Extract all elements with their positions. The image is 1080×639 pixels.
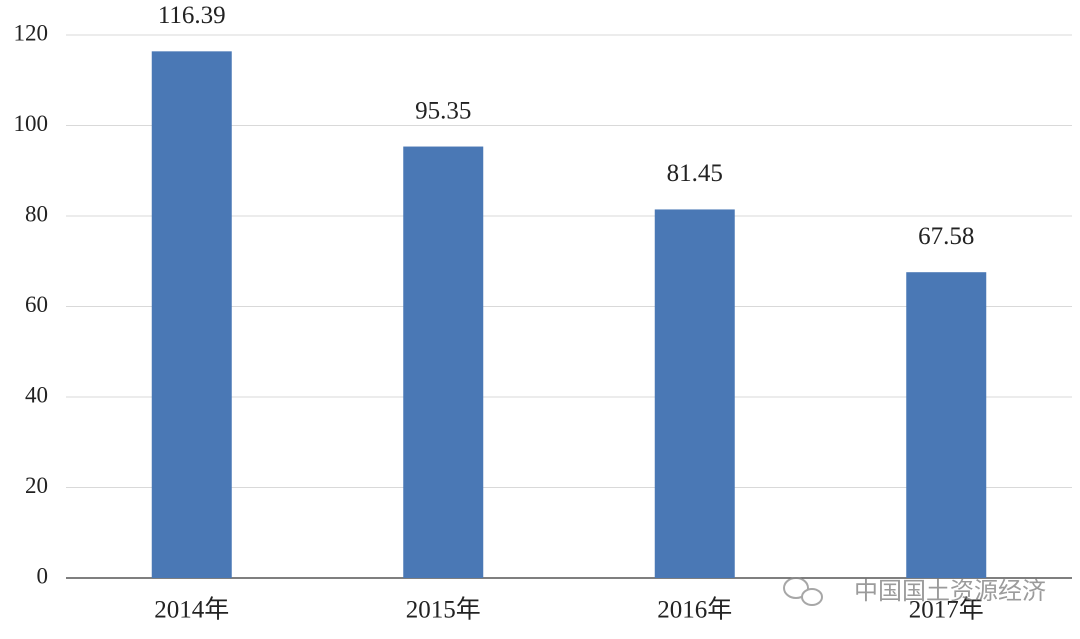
data-label: 67.58 <box>918 223 974 250</box>
watermark-text: 中国国土资源经济 <box>854 577 1046 605</box>
x-tick-label: 2015年 <box>406 596 481 624</box>
bar <box>403 146 484 578</box>
y-tick-label: 100 <box>14 111 49 136</box>
bar <box>151 51 232 578</box>
y-tick-label: 20 <box>25 473 48 498</box>
watermark: 中国国土资源经济 <box>783 577 1046 606</box>
x-tick-label: 2016年 <box>657 596 732 624</box>
data-label: 81.45 <box>667 160 723 187</box>
y-tick-label: 120 <box>14 20 49 45</box>
bar <box>906 272 987 578</box>
x-tick-label: 2017年 <box>909 596 984 624</box>
bar <box>654 209 735 578</box>
data-label: 116.39 <box>158 2 226 29</box>
y-tick-label: 40 <box>25 382 48 407</box>
watermark-icon <box>783 577 809 599</box>
plot: 0 20 40 60 80 100 120 2014年 116.39 2015年 95.35 2016… <box>14 2 1072 624</box>
y-tick-label: 60 <box>25 292 48 317</box>
y-tick-label: 80 <box>25 201 48 226</box>
x-tick-label: 2014年 <box>154 596 229 624</box>
data-label: 95.35 <box>415 97 471 124</box>
watermark-icon <box>801 588 823 606</box>
y-tick-label: 0 <box>37 563 49 588</box>
